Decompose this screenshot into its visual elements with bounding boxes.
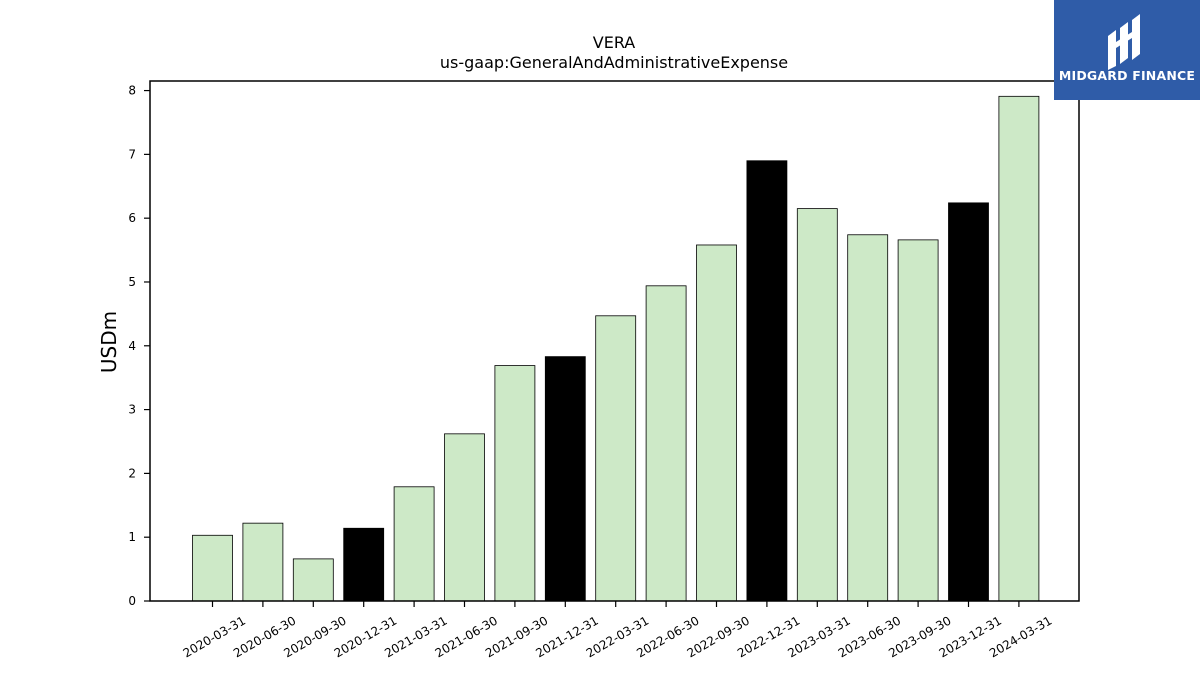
bar-2024-03-31 — [998, 95, 1040, 602]
brand-name: MIDGARD FINANCE — [1058, 68, 1196, 83]
plot-frame — [149, 80, 1080, 602]
y-tick-label: 4 — [128, 339, 136, 353]
bar-2021-09-30 — [494, 365, 536, 602]
y-tick-label: 8 — [128, 84, 136, 98]
bar-2020-09-30 — [292, 558, 334, 602]
bar-2022-06-30 — [645, 285, 687, 602]
bar-group — [192, 95, 1040, 602]
bar-2021-06-30 — [444, 433, 485, 602]
y-axis-label: USDm — [97, 311, 121, 373]
bar-2023-12-31 — [948, 202, 989, 602]
bar-2020-06-30 — [242, 522, 284, 602]
y-tick-label: 1 — [128, 530, 136, 544]
y-tick-label: 0 — [128, 594, 136, 608]
bar-2022-03-31 — [595, 315, 637, 602]
bar-2023-03-31 — [796, 208, 838, 602]
y-tick-label: 7 — [128, 147, 136, 161]
chart-subtitle: us-gaap:GeneralAndAdministrativeExpense — [440, 53, 788, 72]
y-tick-label: 2 — [128, 466, 136, 480]
bar-2022-12-31 — [746, 160, 788, 602]
midgard-logo-icon — [1108, 14, 1140, 70]
y-tick-label: 6 — [128, 211, 136, 225]
bar-2021-03-31 — [393, 486, 435, 602]
bar-2020-12-31 — [343, 527, 385, 602]
y-tick-label: 3 — [128, 403, 136, 417]
bar-2021-12-31 — [544, 356, 586, 602]
x-axis-ticks: 2020-03-312020-06-302020-09-302020-12-31… — [181, 601, 1054, 660]
brand-logo: MIDGARD FINANCE — [1054, 0, 1200, 100]
chart-title: VERA — [593, 33, 636, 52]
y-tick-label: 5 — [128, 275, 136, 289]
bar-2023-06-30 — [847, 234, 889, 602]
bar-2022-09-30 — [696, 244, 737, 602]
bar-2023-09-30 — [897, 239, 939, 602]
bar-2020-03-31 — [192, 534, 233, 602]
y-axis-ticks: 0 1 2 3 4 5 6 7 8 — [128, 84, 150, 608]
